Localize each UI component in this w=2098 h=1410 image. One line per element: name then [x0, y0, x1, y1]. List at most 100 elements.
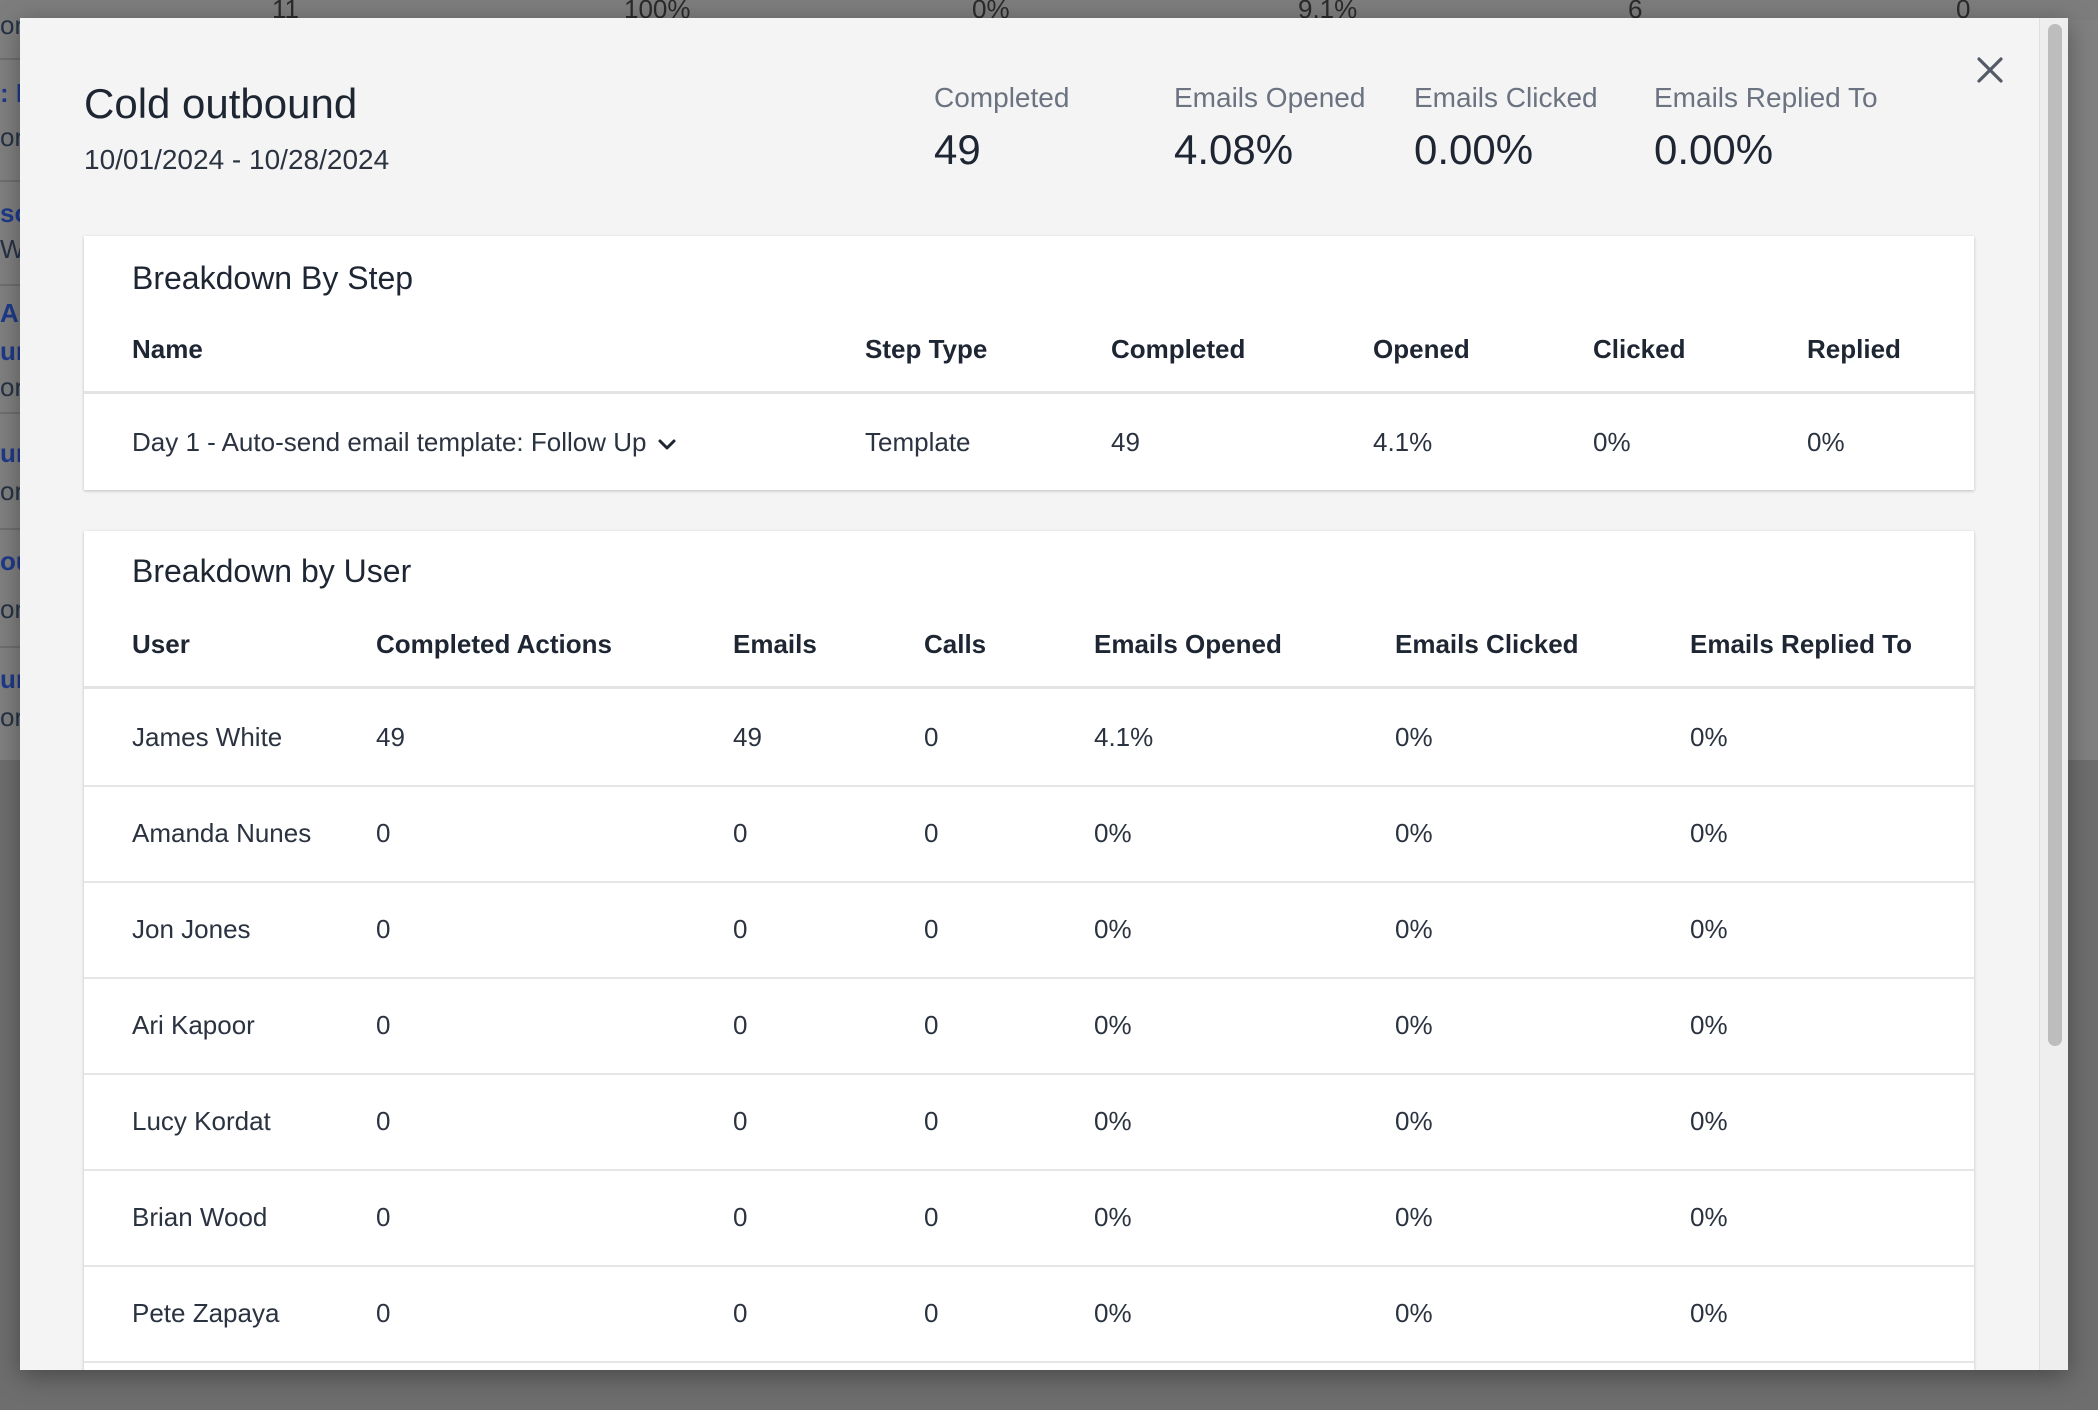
- user-completed-actions: 0: [376, 818, 391, 848]
- user-emails-replied: 0%: [1690, 1202, 1728, 1232]
- chevron-down-icon[interactable]: [656, 433, 678, 455]
- stat-value: 49: [934, 126, 981, 173]
- close-button[interactable]: [1968, 48, 2012, 92]
- user-emails: 0: [733, 914, 748, 944]
- stat-label: Emails Clicked: [1414, 82, 1598, 113]
- column-header-name: Name: [132, 334, 203, 364]
- breakdown-by-user-card: Breakdown by User User Completed Actions…: [84, 531, 1974, 1370]
- breakdown-by-step-card: Breakdown By Step Name Step Type Complet…: [84, 236, 1974, 490]
- stat-completed: Completed 49: [934, 82, 1069, 174]
- user-completed-actions: 0: [376, 1298, 391, 1328]
- background-text: or: [0, 372, 24, 402]
- user-calls: 0: [924, 1202, 939, 1232]
- user-name: Brian Wood: [132, 1202, 268, 1232]
- user-emails: 49: [733, 722, 762, 752]
- column-header-emails-replied: Emails Replied To: [1690, 629, 1913, 659]
- table-row: Pete Zapaya 0 0 0 0% 0% 0%: [84, 1265, 1974, 1363]
- report-modal: Cold outbound 10/01/2024 - 10/28/2024 Co…: [20, 18, 2068, 1370]
- table-row: James White 49 49 0 4.1% 0% 0%: [84, 689, 1974, 787]
- stat-value: 0.00%: [1414, 126, 1534, 173]
- table-row: Day 1 - Auto-send email template: Follow…: [84, 394, 1974, 490]
- user-emails: 0: [733, 818, 748, 848]
- header-divider: [84, 686, 1974, 689]
- user-emails-replied: 0%: [1690, 1298, 1728, 1328]
- user-emails-replied: 0%: [1690, 722, 1728, 752]
- user-name: Ari Kapoor: [132, 1010, 255, 1040]
- user-calls: 0: [924, 1298, 939, 1328]
- user-name: Jon Jones: [132, 914, 251, 944]
- user-completed-actions: 0: [376, 1010, 391, 1040]
- user-calls: 0: [924, 1106, 939, 1136]
- user-emails-clicked: 0%: [1395, 1298, 1433, 1328]
- column-header-step-type: Step Type: [865, 334, 988, 364]
- background-text: or: [0, 702, 24, 732]
- user-emails-replied: 0%: [1690, 1106, 1728, 1136]
- column-header-user: User: [132, 629, 190, 659]
- stat-emails-clicked: Emails Clicked 0.00%: [1414, 82, 1598, 174]
- column-header-replied: Replied: [1807, 334, 1901, 364]
- column-header-completed-actions: Completed Actions: [376, 629, 612, 659]
- table-row: Lucy Kordat 0 0 0 0% 0% 0%: [84, 1073, 1974, 1171]
- user-emails-clicked: 0%: [1395, 722, 1433, 752]
- user-emails-replied: 0%: [1690, 818, 1728, 848]
- user-completed-actions: 0: [376, 1202, 391, 1232]
- user-emails-opened: 0%: [1094, 1202, 1132, 1232]
- user-emails: 0: [733, 1106, 748, 1136]
- table-row: Brian Wood 0 0 0 0% 0% 0%: [84, 1169, 1974, 1267]
- user-name: Pete Zapaya: [132, 1298, 280, 1328]
- user-calls: 0: [924, 818, 939, 848]
- user-completed-actions: 0: [376, 1106, 391, 1136]
- user-calls: 0: [924, 1010, 939, 1040]
- stat-emails-replied: Emails Replied To 0.00%: [1654, 82, 1878, 174]
- user-emails-opened: 0%: [1094, 914, 1132, 944]
- stat-label: Emails Replied To: [1654, 82, 1878, 113]
- background-text: or: [0, 10, 24, 40]
- user-calls: 0: [924, 914, 939, 944]
- user-emails-clicked: 0%: [1395, 1010, 1433, 1040]
- card-title: Breakdown By Step: [132, 260, 414, 296]
- card-title: Breakdown by User: [132, 553, 412, 589]
- user-completed-actions: 49: [376, 722, 405, 752]
- stat-value: 4.08%: [1174, 126, 1294, 173]
- step-name-dropdown[interactable]: Day 1 - Auto-send email template: Follow…: [132, 394, 678, 490]
- user-emails: 0: [733, 1202, 748, 1232]
- user-emails-opened: 0%: [1094, 818, 1132, 848]
- close-icon: [1977, 57, 2003, 83]
- background-text: or: [0, 122, 24, 152]
- column-header-emails-opened: Emails Opened: [1094, 629, 1282, 659]
- user-emails-opened: 0%: [1094, 1106, 1132, 1136]
- background-text: or: [0, 476, 24, 506]
- background-link: A: [0, 298, 19, 328]
- modal-scrollbar[interactable]: [2039, 18, 2068, 1370]
- column-header-emails-clicked: Emails Clicked: [1395, 629, 1579, 659]
- stat-label: Emails Opened: [1174, 82, 1366, 113]
- scrollbar-thumb[interactable]: [2048, 24, 2062, 1046]
- header-divider: [84, 391, 1974, 394]
- column-header-completed: Completed: [1111, 334, 1246, 364]
- date-range: 10/01/2024 - 10/28/2024: [84, 144, 390, 175]
- user-name: James White: [132, 722, 283, 752]
- column-header-clicked: Clicked: [1593, 334, 1686, 364]
- user-name: Lucy Kordat: [132, 1106, 271, 1136]
- table-row: Jon Jones 0 0 0 0% 0% 0%: [84, 881, 1974, 979]
- user-emails-opened: 4.1%: [1094, 722, 1154, 752]
- background-text: or: [0, 594, 24, 624]
- stat-emails-opened: Emails Opened 4.08%: [1174, 82, 1365, 174]
- user-completed-actions: 0: [376, 914, 391, 944]
- user-emails-replied: 0%: [1690, 1010, 1728, 1040]
- table-row: Ari Kapoor 0 0 0 0% 0% 0%: [84, 977, 1974, 1075]
- column-header-emails: Emails: [733, 629, 817, 659]
- step-opened: 4.1%: [1373, 427, 1433, 457]
- background-top-row: [0, 0, 2098, 20]
- step-replied: 0%: [1807, 427, 1845, 457]
- column-header-opened: Opened: [1373, 334, 1470, 364]
- user-emails-opened: 0%: [1094, 1298, 1132, 1328]
- user-emails-replied: 0%: [1690, 914, 1728, 944]
- page-title: Cold outbound: [84, 80, 358, 127]
- user-name: Amanda Nunes: [132, 818, 312, 848]
- step-name: Day 1 - Auto-send email template: Follow…: [132, 427, 647, 457]
- step-clicked: 0%: [1593, 427, 1631, 457]
- user-emails-opened: 0%: [1094, 1010, 1132, 1040]
- stat-value: 0.00%: [1654, 126, 1774, 173]
- step-completed: 49: [1111, 427, 1140, 457]
